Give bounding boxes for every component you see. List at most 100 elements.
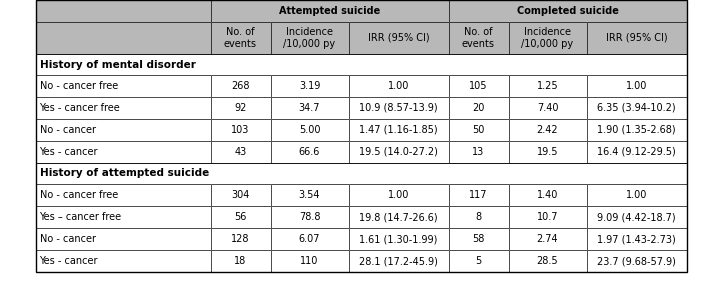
Bar: [211, 75, 271, 97]
Bar: [35, 141, 211, 163]
Bar: [35, 163, 687, 184]
Text: 110: 110: [300, 256, 318, 266]
Text: No - cancer: No - cancer: [40, 234, 95, 244]
Bar: [35, 54, 687, 75]
Bar: [35, 184, 211, 206]
Text: 5.00: 5.00: [299, 125, 321, 135]
Text: 117: 117: [469, 190, 488, 200]
Bar: [349, 75, 448, 97]
Text: 19.5 (14.0-27.2): 19.5 (14.0-27.2): [359, 147, 438, 157]
Bar: [271, 119, 349, 141]
Bar: [35, 75, 211, 97]
Bar: [448, 75, 508, 97]
Bar: [35, 75, 211, 97]
Bar: [271, 141, 349, 163]
Bar: [448, 97, 508, 119]
Bar: [211, 184, 271, 206]
Bar: [211, 206, 271, 228]
Text: 1.90 (1.35-2.68): 1.90 (1.35-2.68): [597, 125, 676, 135]
Bar: [448, 184, 508, 206]
Text: 6.07: 6.07: [299, 234, 321, 244]
Bar: [586, 250, 687, 272]
Bar: [35, 54, 687, 75]
Bar: [448, 119, 508, 141]
Bar: [349, 184, 448, 206]
Bar: [271, 184, 349, 206]
Text: 1.00: 1.00: [626, 190, 647, 200]
Bar: [508, 228, 586, 250]
Bar: [586, 206, 687, 228]
Text: No. of
events: No. of events: [462, 27, 495, 49]
Bar: [211, 0, 448, 22]
Bar: [508, 119, 586, 141]
Bar: [508, 184, 586, 206]
Bar: [35, 163, 687, 184]
Bar: [211, 141, 271, 163]
Bar: [271, 141, 349, 163]
Bar: [211, 119, 271, 141]
Text: 7.40: 7.40: [536, 103, 558, 113]
Bar: [448, 228, 508, 250]
Text: 10.9 (8.57-13.9): 10.9 (8.57-13.9): [359, 103, 438, 113]
Bar: [211, 206, 271, 228]
Bar: [508, 75, 586, 97]
Bar: [35, 0, 211, 22]
Text: 105: 105: [469, 81, 488, 91]
Bar: [508, 22, 586, 54]
Bar: [508, 75, 586, 97]
Text: Incidence
/10,000 py: Incidence /10,000 py: [284, 27, 336, 49]
Bar: [586, 97, 687, 119]
Bar: [211, 250, 271, 272]
Bar: [349, 75, 448, 97]
Bar: [448, 0, 687, 22]
Bar: [508, 228, 586, 250]
Bar: [586, 228, 687, 250]
Bar: [448, 119, 508, 141]
Text: 8: 8: [476, 212, 482, 222]
Bar: [448, 22, 508, 54]
Bar: [211, 228, 271, 250]
Bar: [211, 22, 271, 54]
Text: 1.00: 1.00: [388, 190, 409, 200]
Text: Attempted suicide: Attempted suicide: [279, 6, 380, 16]
Text: 34.7: 34.7: [299, 103, 321, 113]
Bar: [349, 250, 448, 272]
Bar: [35, 206, 211, 228]
Bar: [211, 184, 271, 206]
Text: 5: 5: [475, 256, 482, 266]
Bar: [35, 119, 211, 141]
Bar: [586, 22, 687, 54]
Text: 268: 268: [231, 81, 250, 91]
Text: 18: 18: [235, 256, 247, 266]
Bar: [508, 141, 586, 163]
Text: 1.40: 1.40: [537, 190, 558, 200]
Bar: [271, 206, 349, 228]
Bar: [35, 184, 211, 206]
Bar: [448, 228, 508, 250]
Bar: [211, 228, 271, 250]
Bar: [271, 75, 349, 97]
Bar: [349, 97, 448, 119]
Bar: [35, 250, 211, 272]
Bar: [448, 250, 508, 272]
Bar: [448, 97, 508, 119]
Text: 10.7: 10.7: [536, 212, 558, 222]
Text: Yes - cancer free: Yes - cancer free: [40, 103, 121, 113]
Text: 9.09 (4.42-18.7): 9.09 (4.42-18.7): [597, 212, 676, 222]
Bar: [271, 250, 349, 272]
Bar: [271, 228, 349, 250]
Bar: [586, 75, 687, 97]
Text: Yes - cancer: Yes - cancer: [40, 256, 98, 266]
Bar: [349, 228, 448, 250]
Bar: [448, 250, 508, 272]
Bar: [349, 119, 448, 141]
Text: 20: 20: [472, 103, 484, 113]
Bar: [349, 141, 448, 163]
Text: 43: 43: [235, 147, 247, 157]
Bar: [211, 119, 271, 141]
Text: 1.97 (1.43-2.73): 1.97 (1.43-2.73): [597, 234, 676, 244]
Text: 3.54: 3.54: [299, 190, 321, 200]
Bar: [586, 119, 687, 141]
Bar: [349, 97, 448, 119]
Bar: [448, 75, 508, 97]
